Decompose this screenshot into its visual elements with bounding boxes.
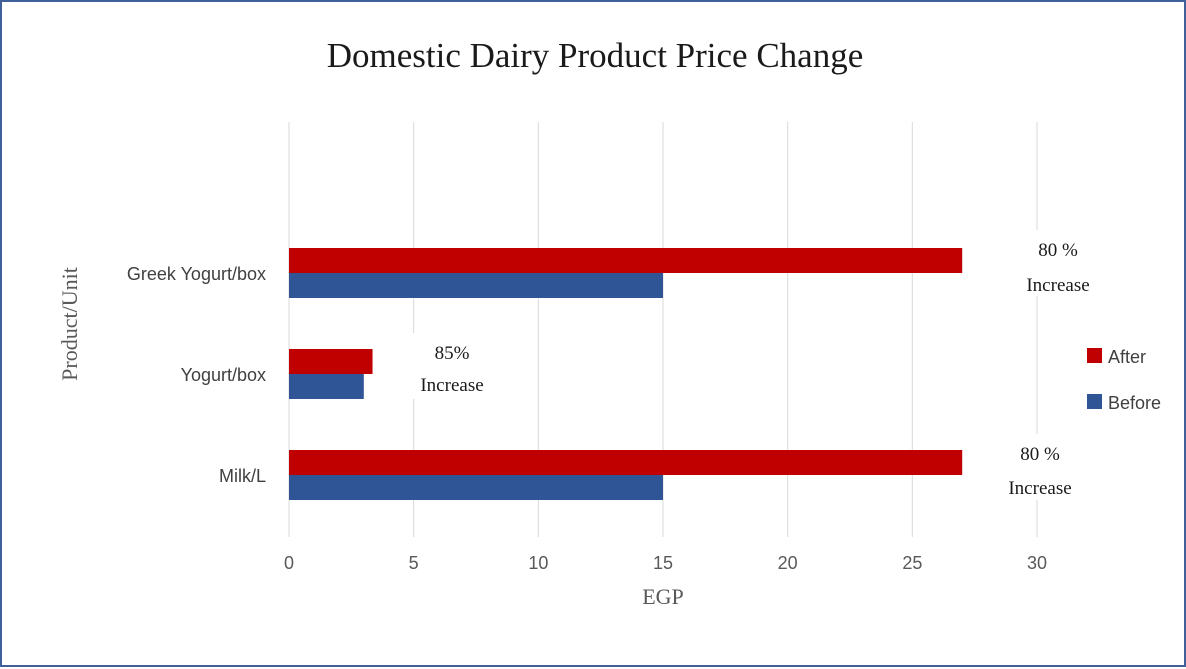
x-tick-label: 0 — [284, 553, 294, 573]
category-label: Milk/L — [219, 466, 266, 486]
x-tick-label: 5 — [409, 553, 419, 573]
annotation-label: Increase — [420, 375, 483, 396]
x-tick-label: 25 — [902, 553, 922, 573]
bar-before-yogurt-box — [289, 374, 364, 399]
bar-before-greek-yogurt-box — [289, 273, 663, 298]
category-label: Yogurt/box — [181, 365, 266, 385]
annotation-background — [992, 434, 1088, 500]
annotation-value: 80 % — [1038, 240, 1078, 261]
annotation-background — [404, 333, 500, 399]
y-axis-label: Product/Unit — [57, 267, 82, 381]
legend-swatch-before — [1087, 394, 1102, 409]
x-axis-label: EGP — [642, 584, 684, 609]
bar-after-milk-l — [289, 450, 963, 475]
legend-label-before: Before — [1108, 393, 1161, 413]
annotation-value: 85% — [435, 343, 470, 364]
annotation-label: Increase — [1008, 478, 1071, 499]
x-tick-label: 10 — [528, 553, 548, 573]
x-tick-label: 20 — [778, 553, 798, 573]
bar-after-greek-yogurt-box — [289, 248, 963, 273]
legend-swatch-after — [1087, 348, 1102, 363]
x-tick-label: 30 — [1027, 553, 1047, 573]
category-label: Greek Yogurt/box — [127, 264, 266, 284]
chart-title: Domestic Dairy Product Price Change — [326, 36, 864, 75]
x-tick-label: 15 — [653, 553, 673, 573]
annotation-value: 80 % — [1020, 444, 1060, 465]
bar-before-milk-l — [289, 475, 663, 500]
annotation-background — [1010, 230, 1106, 296]
bar-after-yogurt-box — [289, 349, 373, 374]
legend-label-after: After — [1108, 347, 1146, 367]
annotation-label: Increase — [1026, 275, 1089, 296]
